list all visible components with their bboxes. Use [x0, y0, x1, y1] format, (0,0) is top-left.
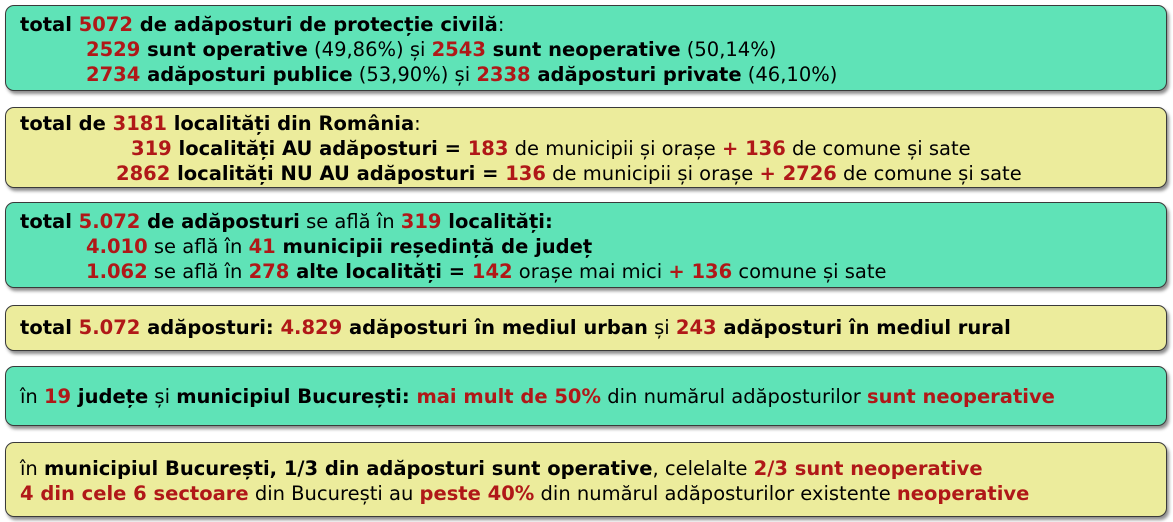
value: 19 [43, 385, 72, 408]
distribution-total-line: total 5.072 de adăposturi se află în 319… [20, 209, 1166, 234]
county-seats-line: 4.010 se află în 41 municipii reședință … [20, 234, 1166, 259]
text: , celelalte [652, 457, 754, 480]
text: sunt neoperative [485, 38, 681, 61]
text: (50,14%) [680, 38, 777, 61]
text: de comune și sate [836, 162, 1022, 185]
value: 2862 [116, 162, 171, 185]
public-private-line: 2734 adăposturi publice (53,90%) și 2338… [20, 62, 1166, 87]
value: 5.072 [78, 316, 141, 339]
text: adăposturi în mediul urban [342, 316, 648, 339]
value: 4.829 [280, 316, 343, 339]
value: 4 din cele 6 sectoare [20, 482, 249, 505]
text: localități NU AU adăposturi = [170, 162, 506, 185]
text: din numărul adăposturilor [601, 385, 868, 408]
summary-box-urban-rural: total 5.072 adăposturi: 4.829 adăposturi… [5, 305, 1167, 351]
text: orașe mai mici [512, 260, 669, 283]
text: municipiul București: [176, 385, 410, 408]
text: alte localități = [289, 260, 472, 283]
sectors-line: 4 din cele 6 sectoare din București au p… [20, 481, 1166, 506]
total-shelters-line: total 5072 de adăposturi de protecție ci… [20, 12, 1166, 37]
counties-line: în 19 județe și municipiul București: ma… [20, 384, 1166, 409]
text: total [20, 210, 79, 233]
text: se află în [299, 210, 401, 233]
localities-with-shelters-line: 319 localități AU adăposturi = 183 de mu… [20, 136, 1166, 161]
total-shelters-value: 5072 [78, 13, 133, 36]
text: comune și sate [732, 260, 887, 283]
value: 5.072 [78, 210, 141, 233]
bucharest-line: în municipiul București, 1/3 din adăpost… [20, 456, 1166, 481]
public-count: 2734 [86, 63, 141, 86]
value: + 136 [721, 137, 786, 160]
value: + 2726 [759, 162, 837, 185]
text: și [647, 316, 676, 339]
text: de adăposturi de protecție civilă [132, 13, 498, 36]
text: (46,10%) [741, 63, 838, 86]
value: sunt neoperative [867, 385, 1055, 408]
text: municipii reședință de județ [275, 235, 593, 258]
text: total [20, 316, 79, 339]
text: în [20, 457, 44, 480]
summary-box-distribution: total 5.072 de adăposturi se află în 319… [5, 202, 1167, 288]
value: + 136 [668, 260, 733, 283]
text: (49,86%) și [307, 38, 432, 61]
text: total [20, 13, 79, 36]
text: localități AU adăposturi = [171, 137, 468, 160]
text: , 1/3 din adăposturi sunt operative [269, 457, 653, 480]
value: 319 [400, 210, 442, 233]
value: mai mult de 50% [409, 385, 602, 408]
text: și [148, 385, 177, 408]
text: în [20, 385, 44, 408]
text: (53,90%) și [352, 63, 477, 86]
value: peste 40% [419, 482, 535, 505]
summary-box-localities: total de 3181 localități din România: 31… [5, 107, 1167, 188]
value: 243 [675, 316, 717, 339]
total-localities-value: 3181 [112, 112, 167, 135]
urban-rural-line: total 5.072 adăposturi: 4.829 adăposturi… [20, 315, 1166, 340]
text: localități: [441, 210, 553, 233]
text: județe [71, 385, 149, 408]
value: 41 [248, 235, 276, 258]
text: de municipii și orașe [545, 162, 760, 185]
localities-without-shelters-line: 2862 localități NU AU adăposturi = 136 d… [20, 161, 1166, 186]
inoperative-count: 2543 [431, 38, 486, 61]
text: sunt operative [140, 38, 308, 61]
operative-line: 2529 sunt operative (49,86%) și 2543 sun… [20, 37, 1166, 62]
text: adăposturi în mediul rural [716, 316, 1011, 339]
text: din numărul adăposturilor existente [534, 482, 897, 505]
value: neoperative [896, 482, 1030, 505]
text: de comune și sate [785, 137, 971, 160]
value: 278 [248, 260, 290, 283]
summary-box-counties: în 19 județe și municipiul București: ma… [5, 366, 1167, 426]
text: se află în [147, 260, 249, 283]
other-localities-line: 1.062 se află în 278 alte localități = 1… [20, 259, 1166, 284]
value: 1.062 [86, 260, 148, 283]
text: localități din România [166, 112, 415, 135]
text: total de [20, 112, 113, 135]
summary-box-total-shelters: total 5072 de adăposturi de protecție ci… [5, 5, 1167, 91]
value: 319 [131, 137, 172, 160]
text: : [497, 13, 505, 36]
text: se află în [147, 235, 249, 258]
value: 4.010 [86, 235, 148, 258]
value: 142 [471, 260, 513, 283]
private-count: 2338 [476, 63, 531, 86]
text: de adăposturi [140, 210, 300, 233]
value: 136 [505, 162, 546, 185]
value: 183 [467, 137, 509, 160]
text: municipiul București [43, 457, 270, 480]
text: adăposturi private [530, 63, 742, 86]
text: adăposturi: [140, 316, 281, 339]
operative-count: 2529 [86, 38, 141, 61]
total-localities-line: total de 3181 localități din România: [20, 111, 1166, 136]
value: 2/3 sunt neoperative [753, 457, 983, 480]
text: adăposturi publice [140, 63, 353, 86]
text: : [414, 112, 421, 135]
summary-box-bucharest: în municipiul București, 1/3 din adăpost… [5, 442, 1167, 517]
text: din București au [248, 482, 420, 505]
text: de municipii și orașe [508, 137, 722, 160]
